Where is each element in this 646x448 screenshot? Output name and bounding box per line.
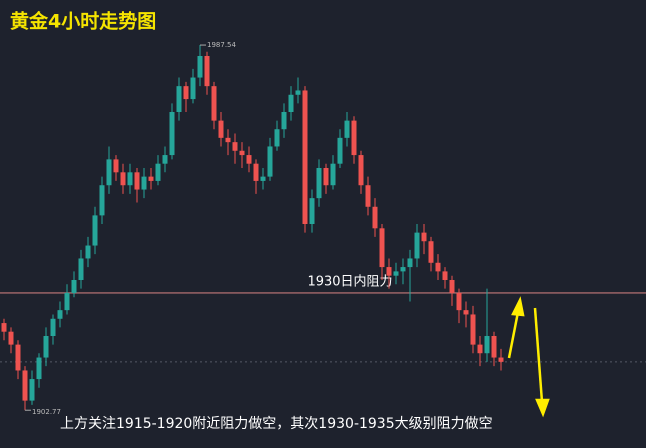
candle-body [113,159,119,173]
candle-body [134,172,140,190]
candle-body [281,112,287,130]
candle-body [253,163,259,181]
candle-body [169,112,175,156]
candle-body [218,120,224,138]
candle-body [15,344,21,371]
candle-body [127,172,133,186]
candle-body [463,310,469,315]
candle-body [211,86,217,121]
candle-body [316,168,322,199]
candle-body [106,159,112,186]
candle-body [92,215,98,246]
candle-body [365,185,371,207]
candle-body [190,77,196,100]
candle-body [85,245,91,259]
candle-body [337,137,343,164]
candle-body [197,56,203,78]
candle-body [64,292,70,311]
candle-body [379,228,385,268]
candle-body [155,163,161,181]
candle-body [484,336,490,354]
candle-body [99,185,105,216]
candle-body [8,331,14,345]
candle-body [148,176,154,181]
candle-body [421,232,427,242]
candle-body [288,94,294,112]
candle-body [330,163,336,186]
candle-body [267,146,273,177]
candle-body [50,318,56,336]
chart-title: 黄金4小时走势图 [10,10,156,33]
candle-body [43,336,49,358]
candle-body [71,280,77,293]
candle-body [407,258,413,268]
candle-body [176,86,182,112]
candle-body [260,176,266,181]
candle-body [22,370,28,401]
candle-body [477,344,483,354]
candle-body [491,336,497,358]
candle-body [323,168,329,186]
candle-body [78,258,84,280]
candle-body [302,90,308,224]
candle-body [442,271,448,280]
resistance-label: 1930日内阻力 [307,273,392,289]
annotation: 上方关注1915-1920附近阻力做空，其次1930-1935大级别阻力做空 [60,416,493,432]
candle-body [344,120,350,138]
candle-body [239,150,245,156]
arrow-down [533,307,544,403]
candle-body [225,137,231,143]
candle-body [162,155,168,164]
candle-body [29,379,35,401]
candle-body [351,120,357,156]
candle-body [428,241,434,263]
candle-body [400,267,406,272]
candle-body [274,129,280,147]
candle-body [1,323,7,332]
candle-body [393,271,399,276]
candle-body [470,314,476,345]
candle-body [309,198,315,224]
candle-body [141,176,147,190]
candle-body [449,280,455,293]
candle-body [120,172,126,186]
candle-body [435,262,441,272]
candle-body [183,86,189,100]
arrow-head [511,296,525,317]
candle-body [414,232,420,259]
candle-body [57,310,63,319]
candle-body [36,357,42,380]
candle-body [386,267,392,276]
arrow-head [535,398,550,418]
candle-body [372,206,378,229]
arrow-up [507,311,520,359]
candle-body [456,292,462,311]
low-label: 1902.77 [32,408,61,416]
arrows [507,296,550,418]
candle-body [295,90,301,95]
candle-body [204,56,210,87]
high-label: 1987.54 [207,41,236,49]
candle-body [498,357,504,362]
candle-body [246,155,252,164]
candle-body [358,155,364,186]
candle-body [232,142,238,151]
